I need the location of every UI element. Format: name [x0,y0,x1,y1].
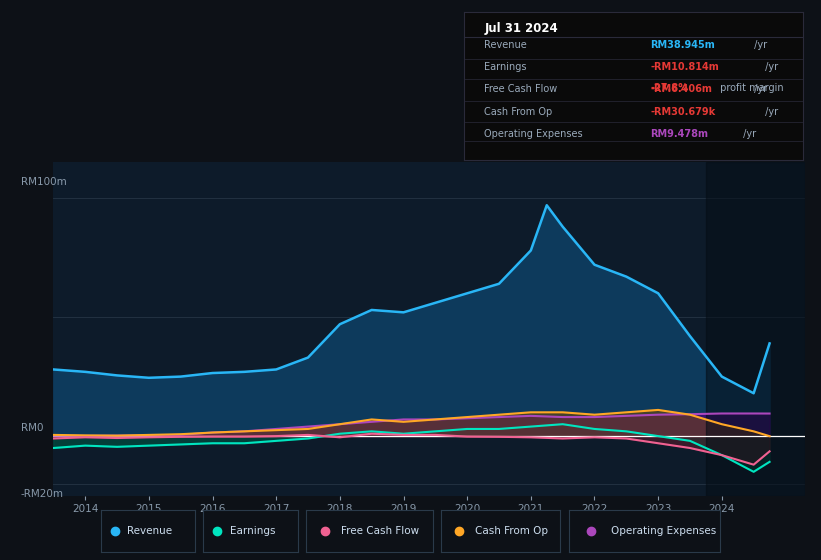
Text: /yr: /yr [751,40,767,50]
Text: /yr: /yr [762,62,778,72]
Text: RM9.478m: RM9.478m [650,129,709,139]
Text: Earnings: Earnings [484,62,527,72]
Text: profit margin: profit margin [718,83,784,93]
Text: Operating Expenses: Operating Expenses [484,129,583,139]
Text: Revenue: Revenue [127,526,172,535]
Text: Earnings: Earnings [230,526,275,535]
Text: Free Cash Flow: Free Cash Flow [342,526,420,535]
Text: Cash From Op: Cash From Op [475,526,548,535]
Bar [706,162,805,496]
Text: -RM20m: -RM20m [21,489,63,500]
Text: -27.8%: -27.8% [650,83,688,93]
Text: Revenue: Revenue [484,40,527,50]
Text: Operating Expenses: Operating Expenses [611,526,716,535]
Text: Jul 31 2024: Jul 31 2024 [484,22,558,35]
Text: Cash From Op: Cash From Op [484,107,553,116]
Text: /yr: /yr [762,107,778,116]
Text: -RM30.679k: -RM30.679k [650,107,716,116]
Text: Free Cash Flow: Free Cash Flow [484,85,557,95]
Text: -RM6.406m: -RM6.406m [650,85,713,95]
Text: -RM10.814m: -RM10.814m [650,62,719,72]
Text: RM0: RM0 [21,423,43,433]
Text: RM100m: RM100m [21,177,67,187]
Text: /yr: /yr [740,129,756,139]
Text: RM38.945m: RM38.945m [650,40,715,50]
Text: /yr: /yr [751,85,767,95]
